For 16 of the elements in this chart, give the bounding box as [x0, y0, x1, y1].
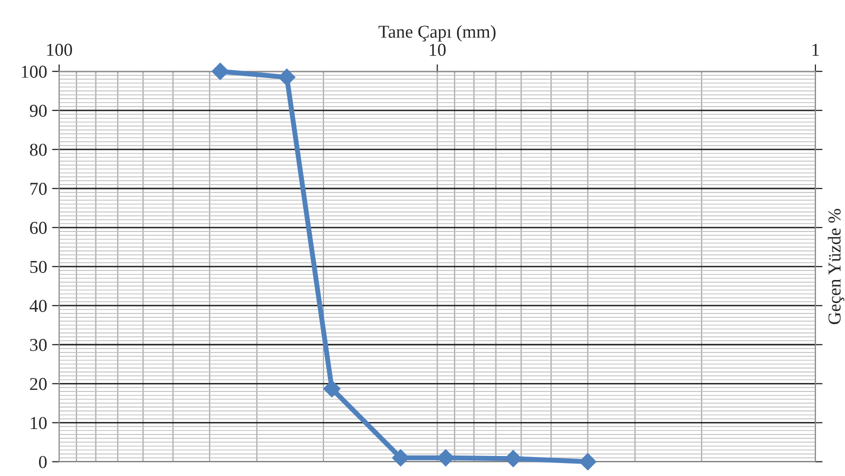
y-tick-label: 80 — [30, 144, 47, 156]
y-tick-label: 50 — [30, 260, 47, 273]
x-axis-title: Tane Çapı (mm) — [378, 25, 496, 42]
y-tick-label: 100 — [22, 66, 47, 78]
y-axis-title: Geçen Yüzde % — [828, 208, 844, 324]
y-tick-label: 10 — [30, 416, 47, 430]
x-tick-label: 10 — [430, 44, 446, 56]
y-tick-label: 60 — [30, 222, 47, 234]
y-tick-label: 0 — [39, 456, 47, 468]
x-tick-label: 1 — [812, 44, 819, 56]
x-tick-label: 100 — [47, 44, 72, 56]
y-tick-label: 90 — [30, 104, 47, 117]
y-tick-label: 70 — [30, 182, 47, 195]
y-tick-label: 40 — [30, 300, 47, 312]
y-tick-label: 20 — [30, 378, 47, 390]
y-tick-label: 30 — [30, 338, 47, 352]
